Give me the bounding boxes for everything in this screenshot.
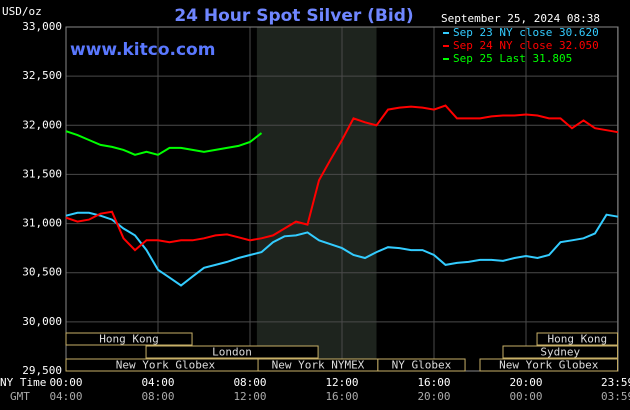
session-bar <box>502 345 619 359</box>
y-tick-label: 29,500 <box>22 364 62 377</box>
ny-time-label: NY Time <box>0 376 46 389</box>
session-label: Hong Kong <box>99 333 159 346</box>
x-tick-label: 04:00 <box>141 376 174 389</box>
session-label: Hong Kong <box>547 333 607 346</box>
x-tick-label: 08:00 <box>233 376 266 389</box>
shaded-session <box>256 27 377 371</box>
timestamp: September 25, 2024 08:38 <box>441 12 600 25</box>
y-axis-label: USD/oz <box>2 5 42 18</box>
y-tick-label: 32,500 <box>22 69 62 82</box>
gmt-label: GMT <box>10 390 30 403</box>
series-line <box>65 104 619 252</box>
legend-label: Sep 23 NY close 30.620 <box>453 26 599 39</box>
x2-tick-label: 16:00 <box>325 390 358 403</box>
session-bar <box>145 345 319 359</box>
session-label: New York Globex <box>116 359 216 372</box>
x-tick-label: 16:00 <box>417 376 450 389</box>
x-tick-label: 20:00 <box>509 376 542 389</box>
series-line <box>65 211 619 287</box>
session-label: London <box>212 346 252 359</box>
session-label: New York Globex <box>499 359 599 372</box>
session-bar <box>536 332 619 346</box>
legend-label: Sep 24 NY close 32.050 <box>453 39 599 52</box>
x2-tick-label: 00:00 <box>509 390 542 403</box>
session-label: Sydney <box>540 346 580 359</box>
y-tick-label: 31,000 <box>22 217 62 230</box>
x2-tick-label: 04:00 <box>49 390 82 403</box>
y-tick-label: 32,000 <box>22 118 62 131</box>
watermark: www.kitco.com <box>70 40 215 60</box>
session-bar <box>479 358 619 372</box>
session-label: NY Globex <box>392 359 452 372</box>
y-tick-label: 30,500 <box>22 266 62 279</box>
session-bar <box>377 358 466 372</box>
x2-tick-label: 03:59 <box>601 390 630 403</box>
y-tick-label: 31,500 <box>22 167 62 180</box>
x-tick-label: 00:00 <box>49 376 82 389</box>
x-tick-label: 23:59 <box>601 376 630 389</box>
x2-tick-label: 12:00 <box>233 390 266 403</box>
legend-label: Sep 25 Last 31.805 <box>453 52 572 65</box>
x2-tick-label: 20:00 <box>417 390 450 403</box>
y-tick-label: 30,000 <box>22 315 62 328</box>
x2-tick-label: 08:00 <box>141 390 174 403</box>
x-tick-label: 12:00 <box>325 376 358 389</box>
chart-title: 24 Hour Spot Silver (Bid) <box>174 6 413 26</box>
series-line <box>65 130 263 156</box>
session-bar <box>65 332 193 346</box>
y-tick-label: 33,000 <box>22 20 62 33</box>
session-label: New York NYMEX <box>272 359 365 372</box>
